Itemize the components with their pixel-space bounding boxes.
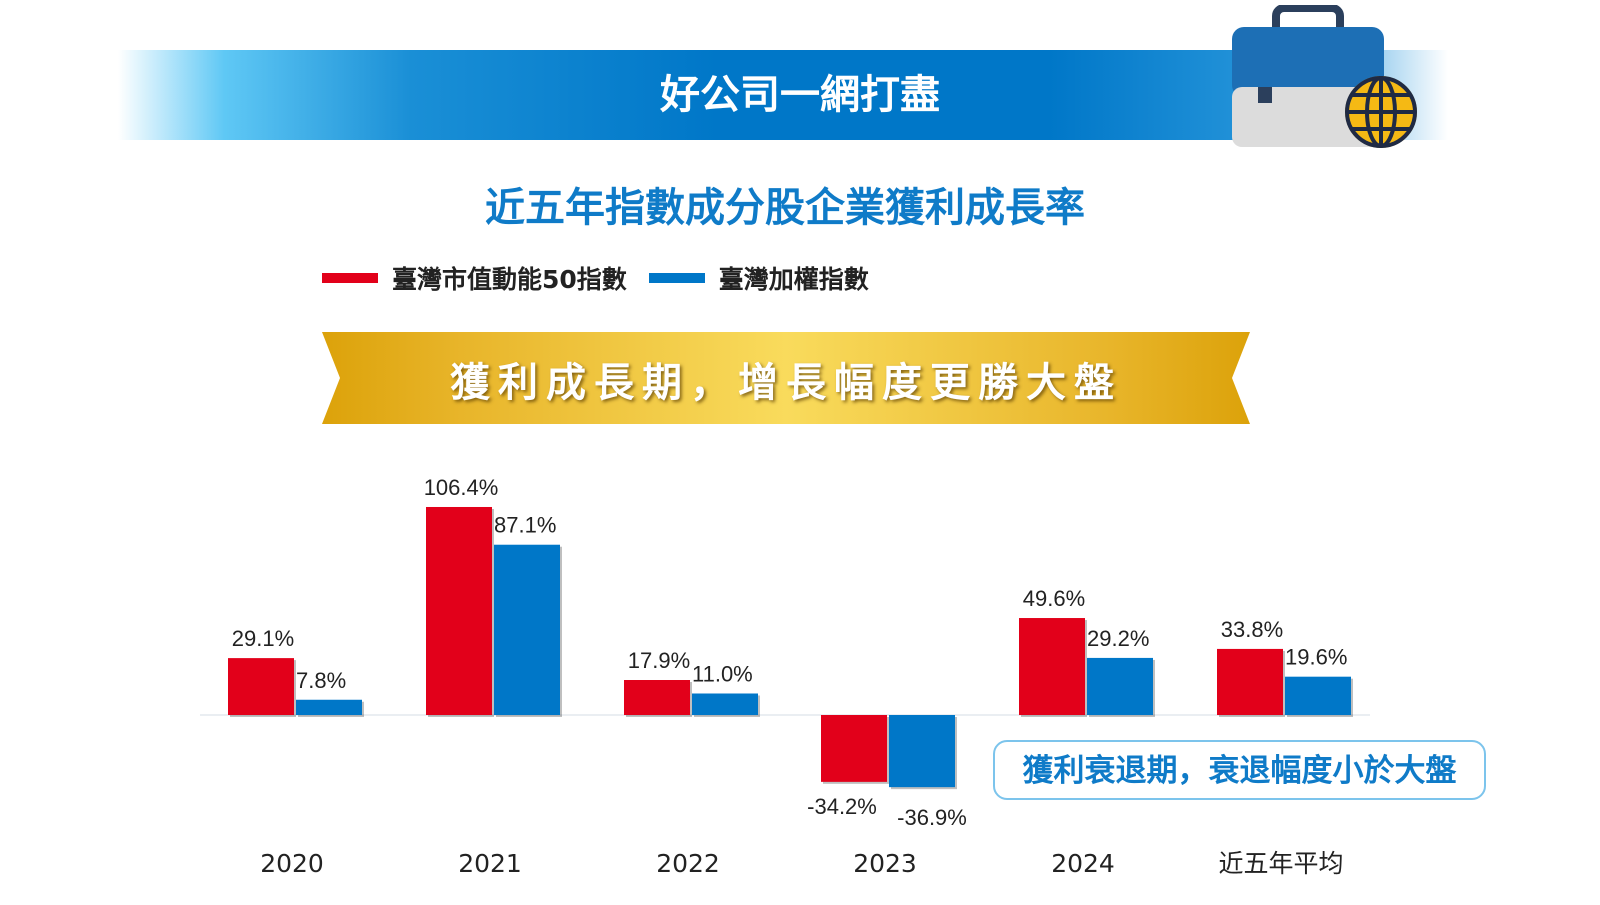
callout-box: 獲利衰退期，衰退幅度小於大盤 bbox=[993, 740, 1486, 800]
bar-series-2-2021 bbox=[494, 544, 560, 715]
bar-series-1-2020 bbox=[228, 658, 294, 715]
data-label: 33.8% bbox=[1221, 617, 1283, 642]
data-label: -34.2% bbox=[807, 794, 877, 819]
bar-series-1-2021 bbox=[426, 506, 492, 715]
bar-series-1-2023 bbox=[821, 715, 887, 782]
legend-swatch-blue bbox=[648, 273, 705, 283]
x-tick-label: 近五年平均 bbox=[1218, 849, 1343, 878]
data-label: 29.1% bbox=[232, 626, 294, 651]
bar-series-1-2024 bbox=[1019, 618, 1085, 715]
data-label: 106.4% bbox=[424, 475, 499, 500]
bar-series-1-2022 bbox=[624, 680, 690, 715]
bar-series-2-2023 bbox=[889, 715, 955, 788]
header-title: 好公司一網打盡 bbox=[660, 72, 940, 118]
legend: 臺灣市值動能50指數 臺灣加權指數 bbox=[322, 260, 869, 296]
data-label: 7.8% bbox=[296, 668, 346, 693]
x-tick-label: 2020 bbox=[260, 849, 324, 878]
legend-swatch-red bbox=[322, 273, 378, 283]
chart-title: 近五年指數成分股企業獲利成長率 bbox=[485, 185, 1085, 231]
x-tick-label: 2023 bbox=[853, 849, 917, 878]
bar-series-2-2020 bbox=[296, 699, 362, 715]
legend-label-series-1: 臺灣市值動能50指數 bbox=[392, 265, 627, 294]
data-label: 17.9% bbox=[628, 648, 690, 673]
x-tick-label: 2021 bbox=[458, 849, 522, 878]
bar-series-2-近五年平均 bbox=[1285, 676, 1351, 715]
ribbon-text: 獲利成長期，增長幅度更勝大盤 bbox=[450, 360, 1122, 406]
data-label: 49.6% bbox=[1023, 586, 1085, 611]
data-label: 87.1% bbox=[494, 513, 556, 538]
bar-series-1-近五年平均 bbox=[1217, 648, 1283, 715]
bar-series-2-2022 bbox=[692, 693, 758, 715]
bar-series-2-2024 bbox=[1087, 657, 1153, 715]
data-label: 11.0% bbox=[692, 661, 753, 686]
gold-ribbon bbox=[322, 332, 1250, 424]
header-banner bbox=[118, 50, 1448, 140]
data-label: 29.2% bbox=[1087, 626, 1149, 651]
data-label: 19.6% bbox=[1285, 645, 1347, 670]
x-tick-label: 2022 bbox=[656, 849, 720, 878]
x-tick-label: 2024 bbox=[1051, 849, 1115, 878]
briefcase-globe-icon bbox=[1232, 5, 1417, 148]
data-label: -36.9% bbox=[897, 805, 967, 830]
legend-label-series-2: 臺灣加權指數 bbox=[718, 265, 869, 294]
